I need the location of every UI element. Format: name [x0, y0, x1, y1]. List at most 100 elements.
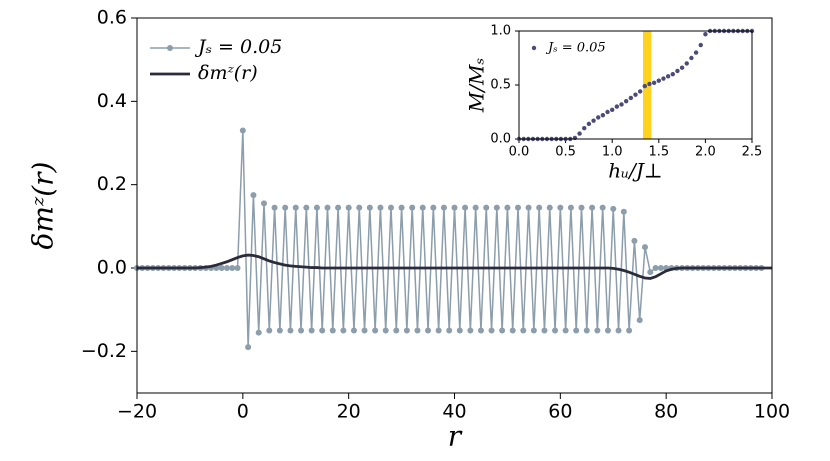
x-tick-label: 1.0 [602, 145, 623, 160]
point [350, 327, 357, 334]
point [483, 204, 490, 211]
point [372, 327, 379, 334]
point [409, 204, 416, 211]
point [435, 327, 442, 334]
point [493, 204, 500, 211]
point [636, 317, 643, 324]
legend-label: Jₛ = 0.05 [194, 36, 282, 58]
point [361, 327, 368, 334]
point [234, 265, 241, 271]
point [652, 265, 659, 271]
point [623, 99, 629, 104]
point [250, 192, 257, 199]
point [525, 204, 532, 211]
point [541, 327, 548, 334]
x-tick-label: 1.5 [648, 145, 669, 160]
plot-frame [136, 17, 773, 394]
point [577, 131, 582, 136]
point [600, 113, 606, 118]
point [271, 204, 278, 211]
point [292, 204, 299, 211]
point [679, 65, 685, 70]
y-tick-label: 0.0 [97, 257, 127, 279]
point [586, 121, 592, 127]
highlight-band [642, 31, 652, 139]
point [520, 327, 527, 334]
x-tick-label: 0.5 [555, 145, 576, 160]
point [642, 83, 648, 89]
point [620, 208, 627, 215]
point [573, 327, 580, 334]
x-tick-label: 2.5 [742, 145, 763, 160]
point [628, 95, 634, 101]
point [661, 76, 666, 81]
x-axis-label: r [448, 420, 463, 453]
point [619, 102, 624, 107]
point [626, 327, 633, 334]
legend-label: δmᶻ(r) [198, 62, 258, 84]
point [642, 244, 648, 251]
y-tick-label: 0.4 [97, 90, 127, 112]
x-axis-label: hᵤ/J⊥ [608, 159, 662, 183]
point [303, 204, 310, 211]
point [451, 204, 458, 211]
point [340, 327, 347, 334]
point [255, 329, 262, 336]
point [335, 204, 342, 211]
point [403, 327, 410, 334]
point [567, 204, 574, 211]
point [615, 327, 622, 334]
point [530, 327, 537, 334]
point [398, 204, 405, 211]
x-tick-label: 60 [548, 401, 572, 423]
point [430, 204, 437, 211]
point [298, 327, 305, 334]
plot-frame [518, 30, 753, 140]
point [589, 204, 596, 211]
point [647, 81, 652, 87]
point [356, 204, 363, 211]
plot-area [519, 31, 752, 139]
point [377, 204, 384, 211]
x-tick-label: 100 [754, 401, 790, 423]
point [670, 72, 675, 77]
point [287, 327, 294, 334]
point [393, 327, 400, 334]
point [693, 50, 699, 55]
point [414, 327, 421, 334]
point [703, 32, 708, 37]
y-axis-label: M/Mₛ [465, 58, 489, 113]
point [515, 204, 521, 211]
point [583, 327, 590, 334]
point [657, 265, 664, 271]
point [557, 204, 564, 211]
x-tick-label: 80 [654, 401, 678, 423]
y-tick-label: 1.0 [490, 24, 511, 39]
point [319, 327, 326, 334]
y-tick-label: 0.6 [97, 7, 127, 29]
point [631, 237, 638, 244]
point [536, 204, 543, 211]
point [261, 200, 267, 207]
point [329, 327, 336, 334]
legend-marker [167, 45, 173, 51]
series-line [137, 253, 772, 280]
point [647, 269, 654, 276]
y-tick-label: −0.2 [81, 340, 127, 362]
point [446, 327, 453, 334]
point [472, 204, 479, 211]
point [440, 204, 447, 211]
point [366, 204, 373, 211]
x-tick-label: −20 [117, 401, 157, 423]
y-tick-label: 0.2 [97, 173, 127, 195]
point [594, 327, 601, 334]
point [689, 55, 694, 61]
point [276, 327, 283, 334]
point [546, 204, 553, 211]
point [456, 327, 463, 334]
point [477, 327, 484, 334]
legend-marker [531, 45, 537, 51]
point [656, 78, 661, 83]
point [509, 327, 516, 334]
